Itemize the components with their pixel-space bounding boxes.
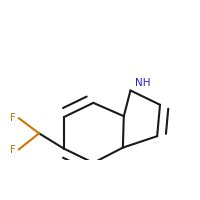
Text: F: F <box>10 145 16 155</box>
Text: NH: NH <box>135 78 151 88</box>
Text: F: F <box>10 113 16 123</box>
